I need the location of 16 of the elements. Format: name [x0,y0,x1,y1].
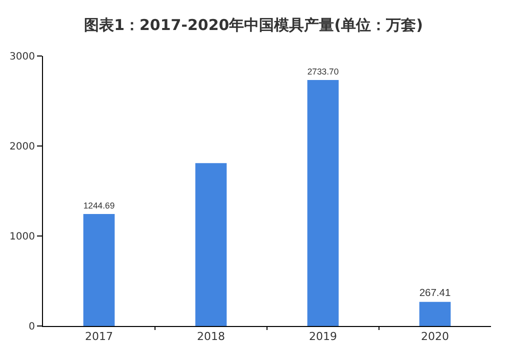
bar [419,302,451,326]
data-label: 1244.69 [83,200,115,211]
x-tick-label: 2020 [421,330,449,344]
y-tick-label: 3000 [10,52,35,62]
bar [195,163,227,326]
data-label: 2733.70 [307,66,339,77]
bar [307,80,339,326]
bar [83,214,115,326]
data-label: 267.41 [419,288,451,300]
x-tick-label: 2017 [85,330,113,344]
x-tick-label: 2018 [197,330,225,344]
y-tick-label: 2000 [10,142,35,152]
x-tick-label: 2019 [309,330,337,344]
y-tick-label: 1000 [10,232,35,242]
chart-title: 图表1：2017-2020年中国模具产量(单位：万套) [84,16,423,34]
y-tick-label: 0 [28,322,35,332]
